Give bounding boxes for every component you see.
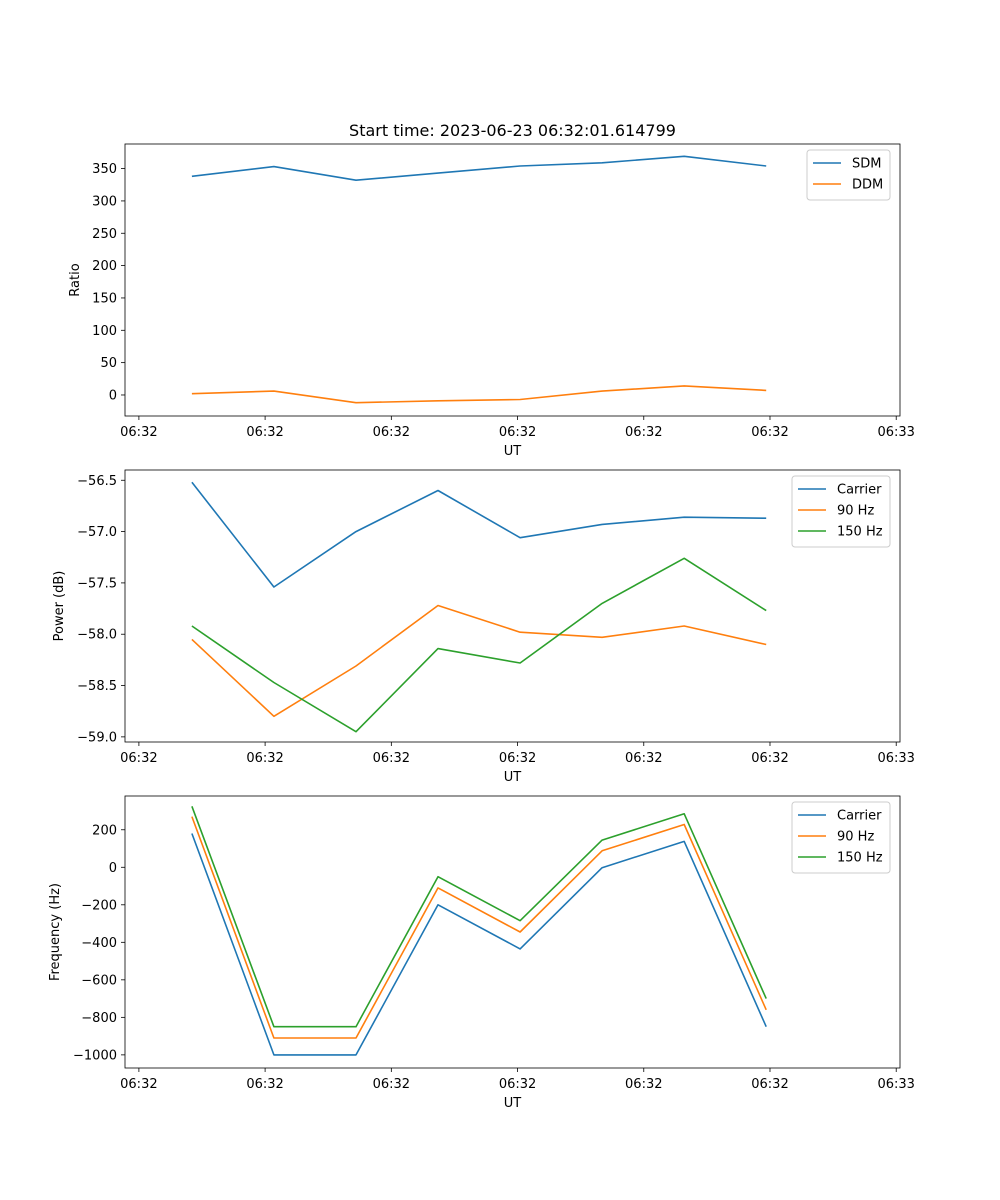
y-tick-label: −56.5 xyxy=(77,474,117,489)
y-tick-label: 350 xyxy=(92,162,117,177)
y-axis-label: Power (dB) xyxy=(52,571,67,642)
legend-label: Carrier xyxy=(837,483,882,498)
y-tick-label: −600 xyxy=(81,973,117,988)
series-line-sdm xyxy=(191,155,767,181)
x-tick-label: 06:32 xyxy=(373,425,410,440)
series-line-90-hz xyxy=(191,604,767,718)
axes-frame xyxy=(124,469,901,743)
x-tick-label: 06:32 xyxy=(373,751,410,766)
legend: SDM DDM xyxy=(806,149,891,201)
x-tick-label: 06:32 xyxy=(751,1077,788,1092)
y-tick-label: −58.0 xyxy=(77,628,117,643)
y-tick-label: 150 xyxy=(92,291,117,306)
x-tick-label: 06:32 xyxy=(499,1077,536,1092)
y-tick-label: −58.5 xyxy=(77,679,117,694)
y-axis-label: Ratio xyxy=(68,263,83,296)
x-tick-label: 06:32 xyxy=(120,425,157,440)
y-tick-label: 200 xyxy=(92,259,117,274)
x-tick-label: 06:32 xyxy=(751,751,788,766)
x-axis-label: UT xyxy=(504,770,522,785)
axes-frame xyxy=(124,143,901,417)
x-tick-label: 06:32 xyxy=(120,1077,157,1092)
x-tick-label: 06:32 xyxy=(751,425,788,440)
x-tick-label: 06:32 xyxy=(246,751,283,766)
series-line-carrier xyxy=(191,833,767,1056)
y-tick-label: −800 xyxy=(81,1011,117,1026)
x-tick-label: 06:33 xyxy=(877,1077,914,1092)
y-tick-label: −1000 xyxy=(73,1048,117,1063)
legend-label: DDM xyxy=(852,178,883,193)
legend: Carrier 90 Hz 150 Hz xyxy=(791,801,891,874)
y-tick-label: 50 xyxy=(100,356,117,371)
series-line-90-hz xyxy=(191,816,767,1039)
figure-title: Start time: 2023-06-23 06:32:01.614799 xyxy=(349,121,676,140)
x-axis-label: UT xyxy=(504,444,522,459)
x-tick-label: 06:32 xyxy=(120,751,157,766)
axes-frame xyxy=(124,795,901,1069)
x-tick-label: 06:32 xyxy=(499,751,536,766)
series-line-150-hz xyxy=(191,806,767,1028)
y-tick-label: 100 xyxy=(92,324,117,339)
y-tick-label: −57.5 xyxy=(77,576,117,591)
chart-panel-1: 0 50 100 150 200 250 300 350 06:32 06:32 06:32 06:3… xyxy=(68,143,915,459)
chart-panel-2: −59.0 −58.5 −58.0 −57.5 −57.0 −56.5 06:32 06:32… xyxy=(52,469,915,785)
x-tick-label: 06:32 xyxy=(373,1077,410,1092)
x-tick-label: 06:32 xyxy=(625,751,662,766)
x-tick-label: 06:32 xyxy=(246,425,283,440)
series-line-ddm xyxy=(191,385,767,404)
legend-label: 150 Hz xyxy=(837,525,883,540)
legend-label: 90 Hz xyxy=(837,830,874,845)
legend-box xyxy=(791,475,891,548)
x-tick-label: 06:33 xyxy=(877,425,914,440)
x-tick-label: 06:32 xyxy=(499,425,536,440)
y-axis-label: Frequency (Hz) xyxy=(48,883,63,981)
x-tick-label: 06:32 xyxy=(625,1077,662,1092)
legend: Carrier 90 Hz 150 Hz xyxy=(791,475,891,548)
y-tick-label: 0 xyxy=(109,861,117,876)
series-line-150-hz xyxy=(191,557,767,733)
y-tick-label: 200 xyxy=(92,823,117,838)
y-tick-label: 250 xyxy=(92,227,117,242)
legend-box xyxy=(791,801,891,874)
y-tick-label: −59.0 xyxy=(77,730,117,745)
chart-panel-3: −1000 −800 −600 −400 −200 0 200 06:32 06:32 06:32… xyxy=(48,795,915,1111)
legend-label: 90 Hz xyxy=(837,504,874,519)
legend-label: 150 Hz xyxy=(837,851,883,866)
y-tick-label: 0 xyxy=(109,388,117,403)
y-tick-label: −400 xyxy=(81,936,117,951)
x-tick-label: 06:32 xyxy=(625,425,662,440)
legend-label: Carrier xyxy=(837,809,882,824)
x-tick-label: 06:33 xyxy=(877,751,914,766)
series-line-carrier xyxy=(191,481,767,588)
legend-label: SDM xyxy=(852,157,881,172)
y-tick-label: −200 xyxy=(81,898,117,913)
x-axis-label: UT xyxy=(504,1096,522,1111)
y-tick-label: 300 xyxy=(92,194,117,209)
y-tick-label: −57.0 xyxy=(77,525,117,540)
x-tick-label: 06:32 xyxy=(246,1077,283,1092)
